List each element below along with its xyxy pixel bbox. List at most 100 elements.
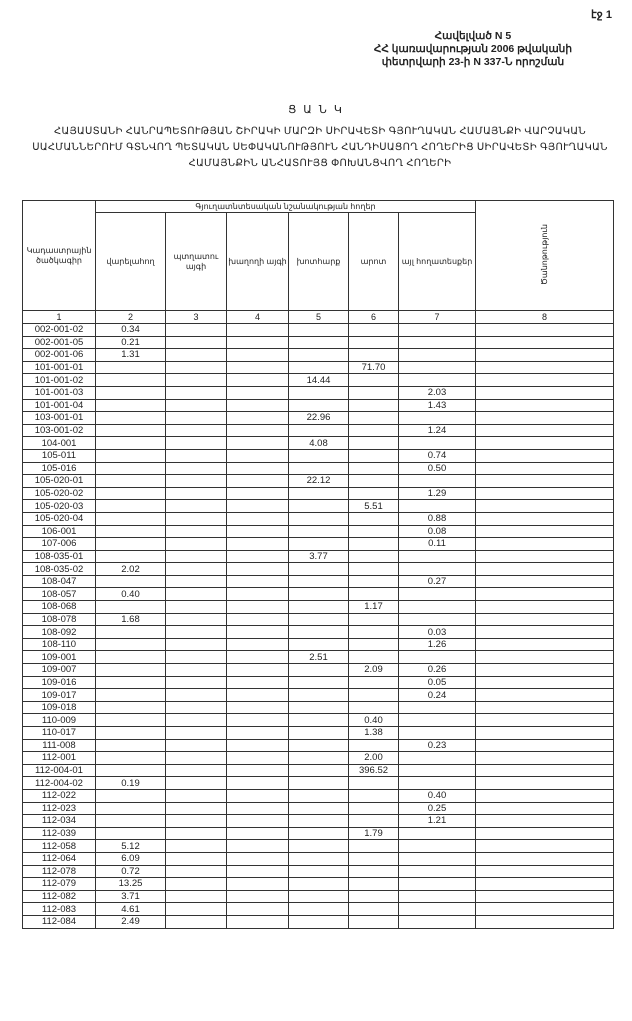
area-cell [475, 713, 614, 727]
cadastral-code-cell: 101-001-02 [22, 373, 96, 387]
cadastral-code-cell: 108-078 [22, 612, 96, 627]
area-cell [398, 360, 476, 375]
area-cell [95, 600, 166, 614]
area-cell [165, 537, 227, 551]
area-cell [348, 398, 399, 413]
area-cell [288, 877, 349, 891]
area-cell [165, 776, 227, 790]
area-cell [348, 423, 399, 438]
cadastral-code-cell: 105-020-02 [22, 486, 96, 501]
area-cell [226, 549, 289, 564]
area-cell [398, 600, 476, 614]
area-cell [475, 864, 614, 879]
area-cell [398, 751, 476, 765]
area-cell [165, 650, 227, 665]
cadastral-code-cell: 103-001-02 [22, 423, 96, 438]
area-cell [165, 700, 227, 715]
area-cell [475, 675, 614, 690]
document-subtitle: ՀԱՅԱՍՏԱՆԻ ՀԱՆՐԱՊԵՏՈՒԹՅԱՆ ՇԻՐԱԿԻ ՄԱՐԶԻ ՍԻ… [32, 126, 608, 169]
area-cell [95, 801, 166, 816]
area-cell [95, 411, 166, 425]
area-cell [165, 574, 227, 589]
area-cell [475, 914, 614, 929]
area-cell [95, 700, 166, 715]
area-cell [226, 726, 289, 740]
area-cell [475, 612, 614, 627]
area-cell [226, 851, 289, 866]
table-row: 002-001-02 0.34 [22, 323, 614, 337]
area-cell: 1.68 [95, 612, 166, 627]
column-number: 8 [475, 310, 614, 324]
cadastral-code-cell: 101-001-04 [22, 398, 96, 413]
area-cell [95, 726, 166, 740]
area-cell: 0.05 [398, 675, 476, 690]
area-cell: 0.11 [398, 537, 476, 551]
area-cell [165, 889, 227, 904]
area-cell [398, 612, 476, 627]
area-cell [226, 889, 289, 904]
area-cell [398, 411, 476, 425]
area-cell [348, 511, 399, 526]
area-cell [288, 776, 349, 790]
land-table: Կադաստրային ծածկագիր Գյուղատնտեսական նշա… [22, 200, 614, 929]
area-cell [398, 851, 476, 866]
cadastral-code-cell: 112-022 [22, 788, 96, 803]
cadastral-code-cell: 112-083 [22, 902, 96, 916]
area-cell [475, 524, 614, 539]
table-row: 112-082 3.71 [22, 889, 614, 904]
area-cell [288, 612, 349, 627]
area-cell [348, 486, 399, 501]
area-cell [288, 486, 349, 501]
header-pasture: արոտ [348, 212, 399, 311]
area-cell [165, 323, 227, 337]
area-cell [348, 574, 399, 589]
cadastral-code-cell: 108-047 [22, 574, 96, 589]
table-row: 105-020-01 22.12 [22, 474, 614, 488]
area-cell [475, 423, 614, 438]
area-cell [475, 738, 614, 753]
area-cell [226, 675, 289, 690]
area-cell [95, 360, 166, 375]
area-cell [95, 814, 166, 828]
area-cell [226, 637, 289, 652]
area-cell [475, 776, 614, 790]
area-cell [348, 625, 399, 639]
area-cell: 5.51 [348, 499, 399, 513]
area-cell: 0.26 [398, 663, 476, 677]
area-cell [475, 385, 614, 400]
area-cell [95, 675, 166, 690]
area-cell [226, 751, 289, 765]
table-row: 105-011 0.74 [22, 448, 614, 463]
area-cell [226, 461, 289, 476]
area-cell [288, 562, 349, 576]
table-row: 109-018 [22, 700, 614, 715]
area-cell [165, 914, 227, 929]
area-cell [288, 499, 349, 513]
area-cell [475, 851, 614, 866]
cadastral-code-cell: 108-057 [22, 587, 96, 602]
area-cell [226, 788, 289, 803]
cadastral-code-cell: 112-078 [22, 864, 96, 879]
area-cell [95, 763, 166, 778]
area-cell [95, 524, 166, 539]
column-number: 6 [348, 310, 399, 324]
area-cell [475, 360, 614, 375]
area-cell [475, 902, 614, 916]
area-cell [165, 423, 227, 438]
area-cell [165, 373, 227, 387]
cadastral-code-cell: 105-011 [22, 448, 96, 463]
area-cell [348, 688, 399, 702]
area-cell [348, 461, 399, 476]
area-cell [226, 436, 289, 450]
area-cell [288, 637, 349, 652]
area-cell [398, 826, 476, 841]
table-row: 112-001 2.00 [22, 751, 614, 765]
area-cell [226, 486, 289, 501]
cadastral-code-cell: 112-001 [22, 751, 96, 765]
area-cell [288, 524, 349, 539]
column-number: 7 [398, 310, 476, 324]
area-cell [95, 486, 166, 501]
area-cell [95, 788, 166, 803]
area-cell [348, 411, 399, 425]
